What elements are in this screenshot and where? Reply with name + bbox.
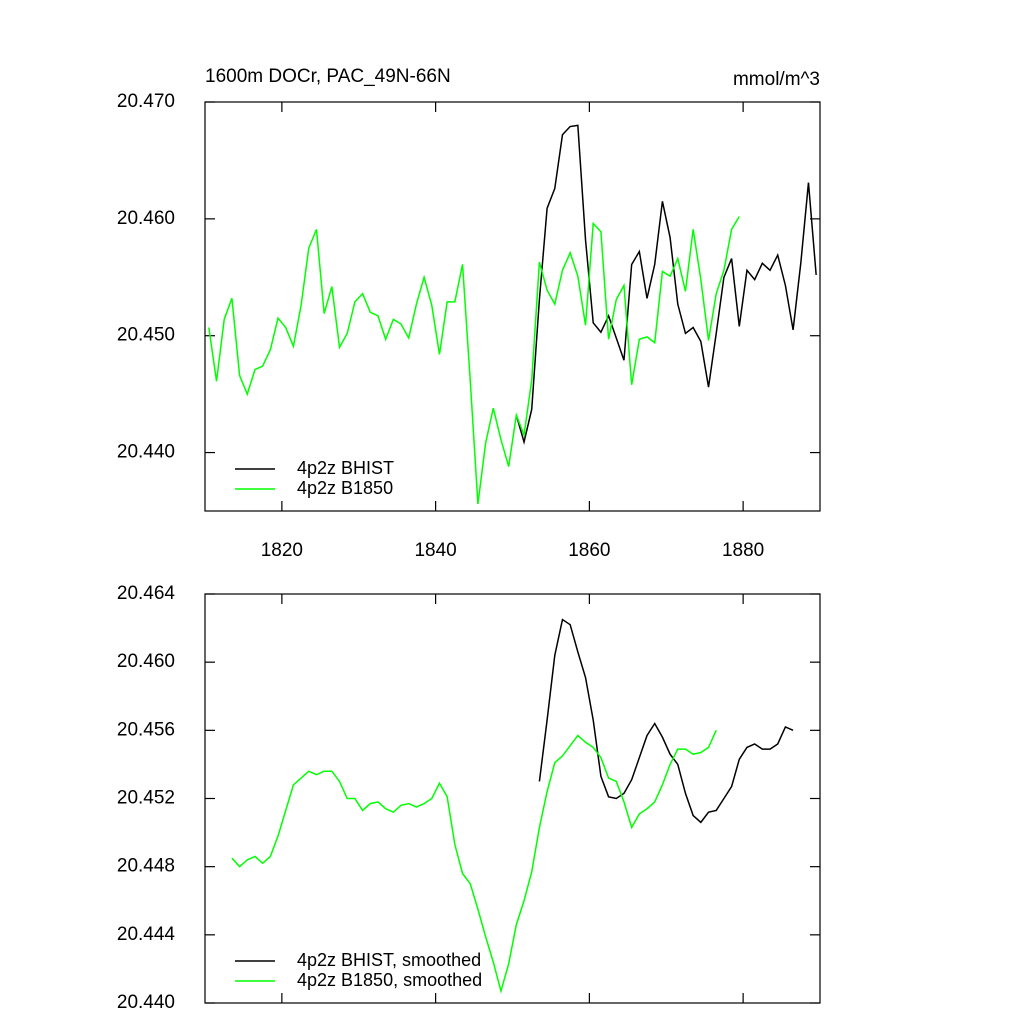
units-label: mmol/m^3: [733, 69, 820, 90]
y-tick-label: 20.464: [117, 583, 176, 604]
data-line: [231, 730, 717, 994]
y-tick-label: 20.452: [117, 788, 175, 809]
y-tick-label: 20.460: [117, 651, 175, 672]
x-tick-label: 1840: [414, 540, 456, 561]
y-tick-label: 20.440: [117, 442, 175, 463]
legend-label: 4p2z B1850, smoothed: [297, 970, 482, 990]
y-tick-label: 20.456: [117, 719, 175, 740]
data-line: [208, 216, 740, 505]
data-line: [538, 618, 794, 824]
legend-label: 4p2z BHIST: [297, 458, 394, 478]
legend-label: 4p2z BHIST, smoothed: [297, 950, 481, 970]
x-tick-label: 1880: [722, 540, 764, 561]
data-line: [515, 124, 817, 446]
plot-frame: [204, 101, 821, 512]
y-tick-label: 20.470: [117, 91, 175, 112]
y-tick-label: 20.448: [117, 856, 175, 877]
legend-label: 4p2z B1850: [297, 478, 393, 498]
chart-title: 1600m DOCr, PAC_49N-66N: [205, 66, 451, 87]
y-tick-label: 20.444: [117, 924, 176, 945]
x-tick-label: 1820: [261, 540, 303, 561]
y-tick-label: 20.440: [117, 992, 175, 1013]
x-tick-label: 1860: [568, 540, 610, 561]
y-tick-label: 20.450: [117, 325, 175, 346]
y-tick-label: 20.460: [117, 208, 175, 229]
